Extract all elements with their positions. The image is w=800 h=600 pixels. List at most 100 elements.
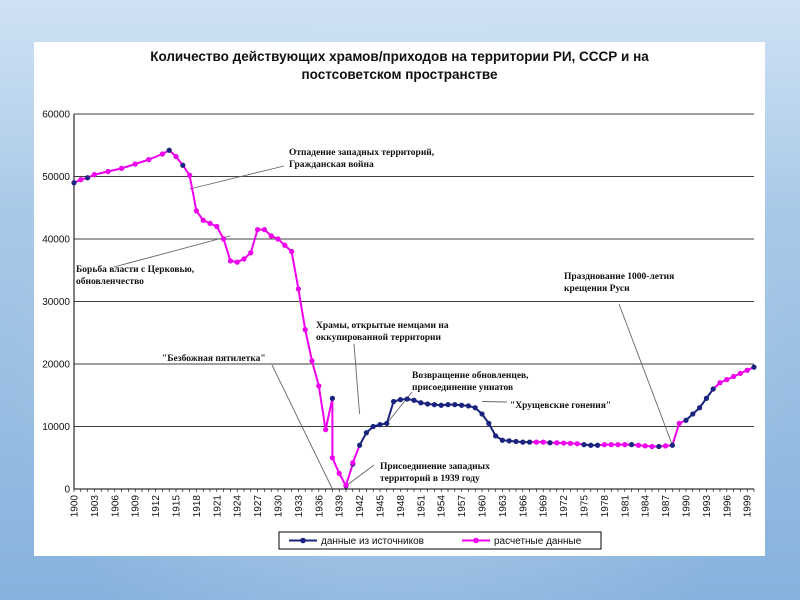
series-segment	[249, 229, 259, 254]
legend-marker-sources	[300, 537, 306, 544]
series-segment	[331, 457, 341, 474]
x-tick-label: 1990	[682, 495, 693, 518]
annotation-text: Присоединение западных территорий в 1939 …	[380, 462, 490, 484]
data-point-estimated	[343, 482, 349, 488]
data-point-sources	[465, 403, 471, 409]
annotation-layer: Отпадение западных территорий, Гражданска…	[76, 147, 674, 490]
annotation-line: Отпадение западных территорий,	[289, 147, 435, 158]
x-tick-label: 1978	[600, 495, 611, 518]
annotation-leader	[113, 235, 231, 268]
annotation-line: "Безбожная пятилетка"	[162, 353, 266, 364]
data-point-sources	[690, 411, 696, 417]
x-tick-label: 1918	[192, 495, 203, 518]
annotation-leader	[189, 165, 285, 190]
series-segment	[345, 463, 354, 486]
data-point-estimated	[622, 442, 628, 448]
data-point-sources	[703, 395, 710, 401]
data-point-sources	[581, 442, 587, 448]
data-point-estimated	[187, 172, 193, 178]
data-point-estimated	[642, 443, 648, 449]
series-segment	[304, 329, 313, 362]
data-point-estimated	[574, 441, 580, 447]
data-point-estimated	[173, 153, 179, 160]
data-point-estimated	[159, 151, 165, 157]
data-point-sources	[370, 423, 376, 430]
annotation-leader	[353, 343, 361, 415]
data-point-estimated	[132, 161, 138, 167]
annotation-text: Борьба власти с Церковью, обновленчество	[76, 264, 195, 287]
x-tick-label: 1966	[518, 495, 529, 518]
data-point-sources	[506, 438, 512, 444]
annotation-leader	[271, 364, 333, 490]
annotation-text: Храмы, открытые немцами на оккупированной…	[316, 321, 449, 343]
data-point-sources	[166, 147, 172, 153]
data-point-sources	[363, 430, 369, 436]
annotation-line: Возвращение обновленцев,	[412, 370, 529, 381]
data-point-sources	[404, 396, 410, 402]
data-point-sources	[180, 162, 186, 168]
x-tick-label: 1963	[498, 495, 509, 518]
annotation-line: Гражданская война	[289, 159, 374, 170]
data-point-sources	[493, 433, 499, 439]
x-tick-label: 1951	[416, 495, 427, 518]
x-tick-label: 1927	[253, 495, 264, 518]
data-point-estimated	[146, 157, 152, 163]
data-point-sources	[459, 402, 465, 408]
data-point-estimated	[255, 227, 261, 233]
annotation-leader	[481, 401, 508, 403]
data-point-estimated	[744, 367, 750, 373]
data-point-estimated	[207, 220, 213, 226]
data-point-sources	[669, 442, 676, 448]
data-point-sources	[588, 442, 594, 448]
x-tick-label: 1933	[294, 495, 305, 518]
data-point-estimated	[302, 327, 308, 333]
y-tick-label: 50000	[42, 172, 70, 183]
x-tick-label: 1954	[437, 495, 448, 518]
data-point-estimated	[649, 443, 655, 450]
x-tick-label: 1975	[580, 495, 591, 518]
data-point-estimated	[601, 442, 608, 448]
x-tick-label: 1945	[376, 495, 387, 518]
x-tick-label: 1912	[151, 495, 162, 518]
x-tick-label: 1924	[233, 495, 244, 518]
series-segment	[324, 398, 334, 430]
data-point-sources	[329, 395, 335, 401]
data-point-estimated	[309, 358, 315, 364]
data-point-sources	[85, 175, 91, 181]
annotation-line: "Хрущевские гонения"	[510, 401, 611, 411]
annotation-text: "Хрущевские гонения"	[510, 401, 611, 411]
grid-layer	[74, 113, 754, 427]
data-point-sources	[445, 402, 451, 408]
series-layer	[71, 147, 757, 489]
legend: данные из источников расчетные данные	[278, 531, 602, 550]
annotation-line: оккупированной территории	[316, 332, 441, 343]
series-segment	[671, 423, 681, 446]
series-segment	[222, 238, 232, 262]
data-point-estimated	[295, 286, 301, 292]
data-point-sources	[479, 411, 485, 417]
data-point-sources	[751, 364, 757, 370]
y-tick-label: 60000	[42, 110, 70, 121]
data-point-sources	[629, 442, 635, 448]
data-point-estimated	[554, 440, 560, 446]
data-point-estimated	[717, 380, 723, 386]
data-point-sources	[527, 439, 533, 445]
annotation-line: Храмы, открытые немцами на	[316, 321, 449, 331]
series-segment	[311, 360, 320, 387]
series-segment	[290, 251, 300, 290]
data-point-estimated	[275, 236, 281, 242]
series-segment	[188, 175, 198, 212]
series-segment	[317, 385, 327, 430]
data-point-estimated	[200, 217, 206, 223]
data-point-sources	[397, 397, 403, 403]
legend-box	[278, 531, 602, 550]
x-tick-label: 1993	[702, 495, 713, 518]
y-tick-label: 10000	[42, 422, 70, 433]
annotation-text: Празднование 1000-летия крещения Руси	[564, 272, 674, 294]
x-tick-label: 1903	[90, 495, 101, 518]
annotation-line: Присоединение западных	[380, 462, 490, 472]
data-point-estimated	[261, 227, 267, 233]
data-point-estimated	[214, 223, 220, 230]
data-point-estimated	[350, 460, 356, 466]
data-point-sources	[377, 422, 383, 428]
